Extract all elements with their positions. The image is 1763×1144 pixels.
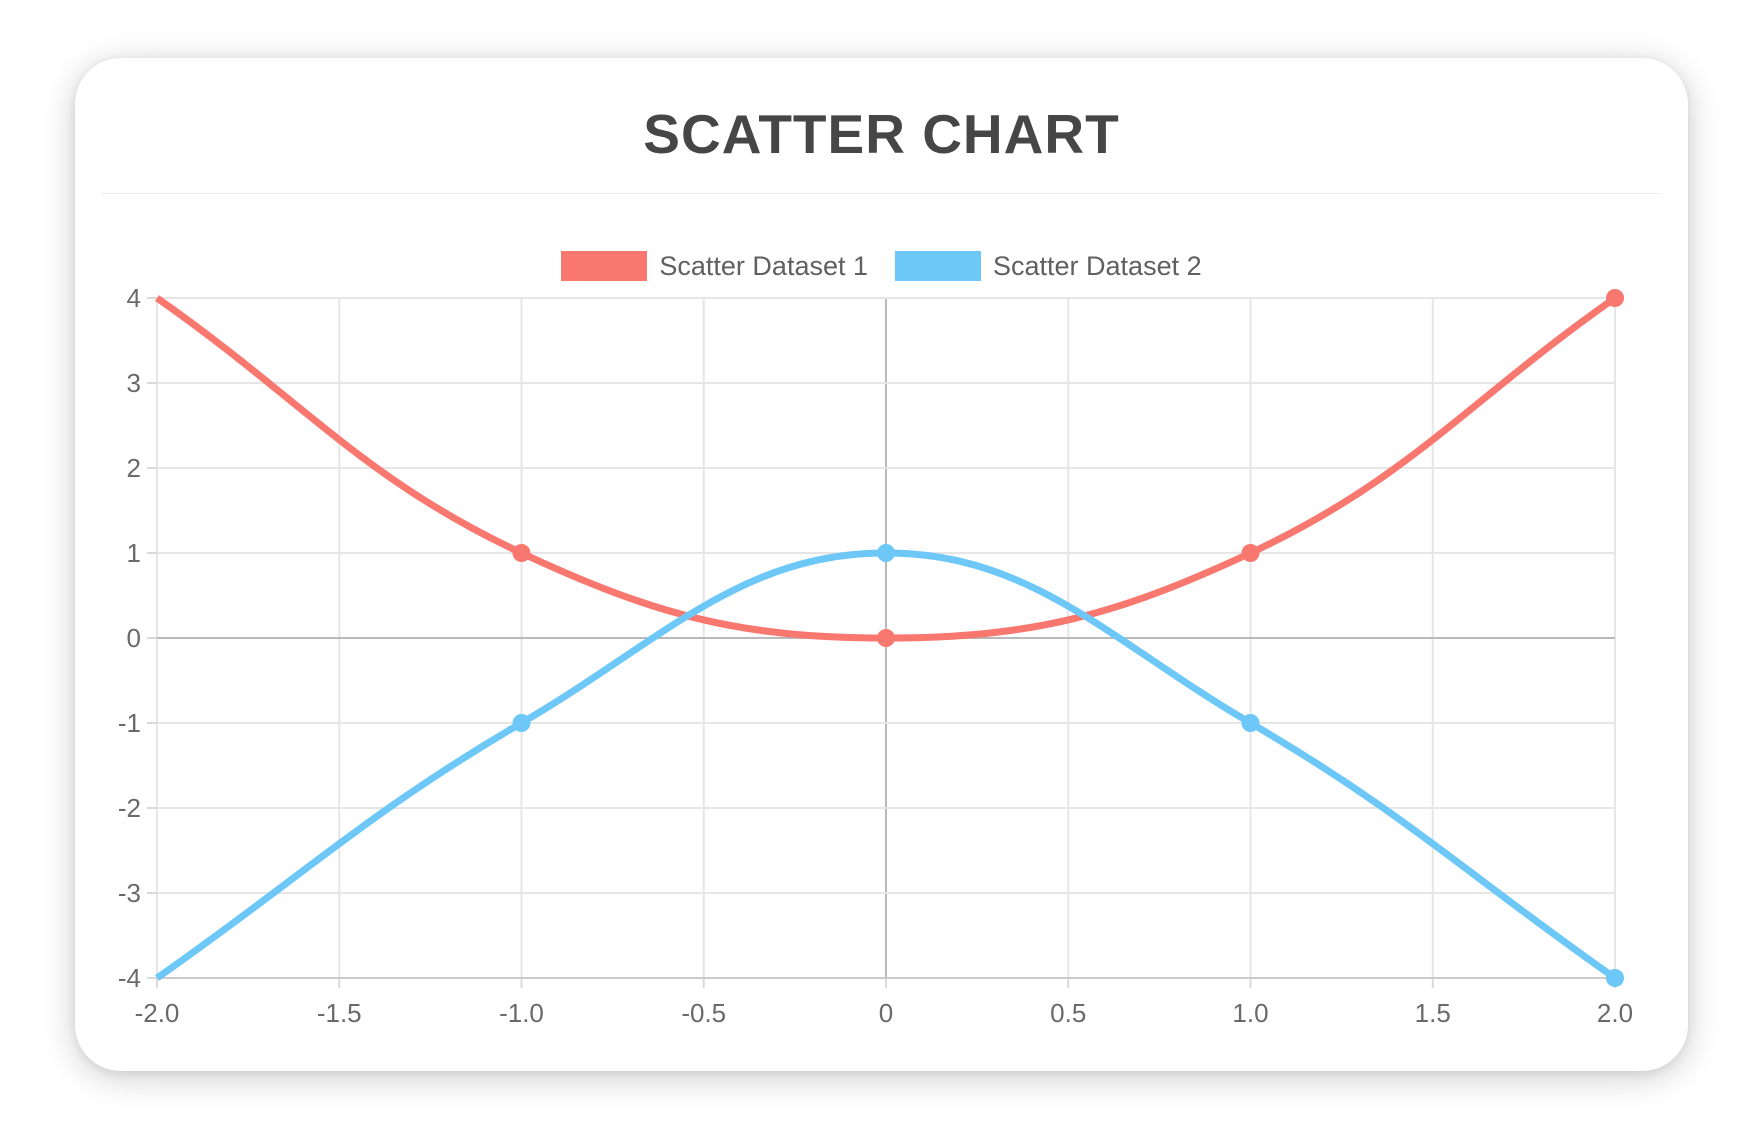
- legend-label-dataset-2: Scatter Dataset 2: [993, 251, 1202, 281]
- legend-label-dataset-1: Scatter Dataset 1: [659, 251, 868, 281]
- chart-card: SCATTER CHART Scatter Dataset 1 Scatter …: [75, 58, 1688, 1071]
- chart-legend: Scatter Dataset 1 Scatter Dataset 2: [75, 251, 1688, 281]
- data-point-series-2[interactable]: [512, 714, 531, 732]
- x-axis-label: -1.0: [499, 998, 544, 1028]
- y-axis-label: -4: [118, 963, 141, 993]
- x-axis-label: 2.0: [1597, 998, 1633, 1028]
- x-axis-label: -2.0: [135, 998, 180, 1028]
- chart-canvas: -2.0 -1.5 -1.0 -0.5 0 0.5 1.0 1.5 2.0 4 3 2 1 0 -1 -2 -3…: [118, 283, 1633, 1028]
- data-point-series-1[interactable]: [512, 544, 531, 562]
- data-point-series-1[interactable]: [1241, 544, 1260, 562]
- x-axis-label: 0: [879, 998, 893, 1028]
- data-point-series-1[interactable]: [1606, 289, 1624, 307]
- y-axis-label: 2: [127, 453, 141, 483]
- data-point-series-1[interactable]: [877, 629, 895, 647]
- y-axis-label: -3: [118, 878, 141, 908]
- y-axis-label: 0: [127, 623, 141, 653]
- x-axis-label: 1.0: [1232, 998, 1268, 1028]
- x-axis-label: 1.5: [1415, 998, 1451, 1028]
- legend-swatch-dataset-1: [561, 251, 648, 281]
- x-axis-label: -1.5: [317, 998, 362, 1028]
- title-divider: [101, 193, 1662, 194]
- legend-swatch-dataset-2: [895, 251, 981, 281]
- x-axis-label: -0.5: [681, 998, 726, 1028]
- x-axis-label: 0.5: [1050, 998, 1086, 1028]
- y-axis-label: 4: [127, 283, 141, 313]
- y-axis-label: -1: [118, 708, 141, 738]
- legend-item-scatter-dataset-2[interactable]: Scatter Dataset 2: [895, 251, 1202, 281]
- y-axis-label: -2: [118, 793, 141, 823]
- data-point-series-2[interactable]: [1606, 969, 1624, 987]
- data-point-series-2[interactable]: [1241, 714, 1260, 732]
- chart-title: SCATTER CHART: [643, 103, 1120, 165]
- y-axis-label: 3: [127, 368, 141, 398]
- data-point-series-2[interactable]: [877, 544, 895, 562]
- y-axis-label: 1: [127, 538, 141, 568]
- legend-item-scatter-dataset-1[interactable]: Scatter Dataset 1: [561, 251, 868, 281]
